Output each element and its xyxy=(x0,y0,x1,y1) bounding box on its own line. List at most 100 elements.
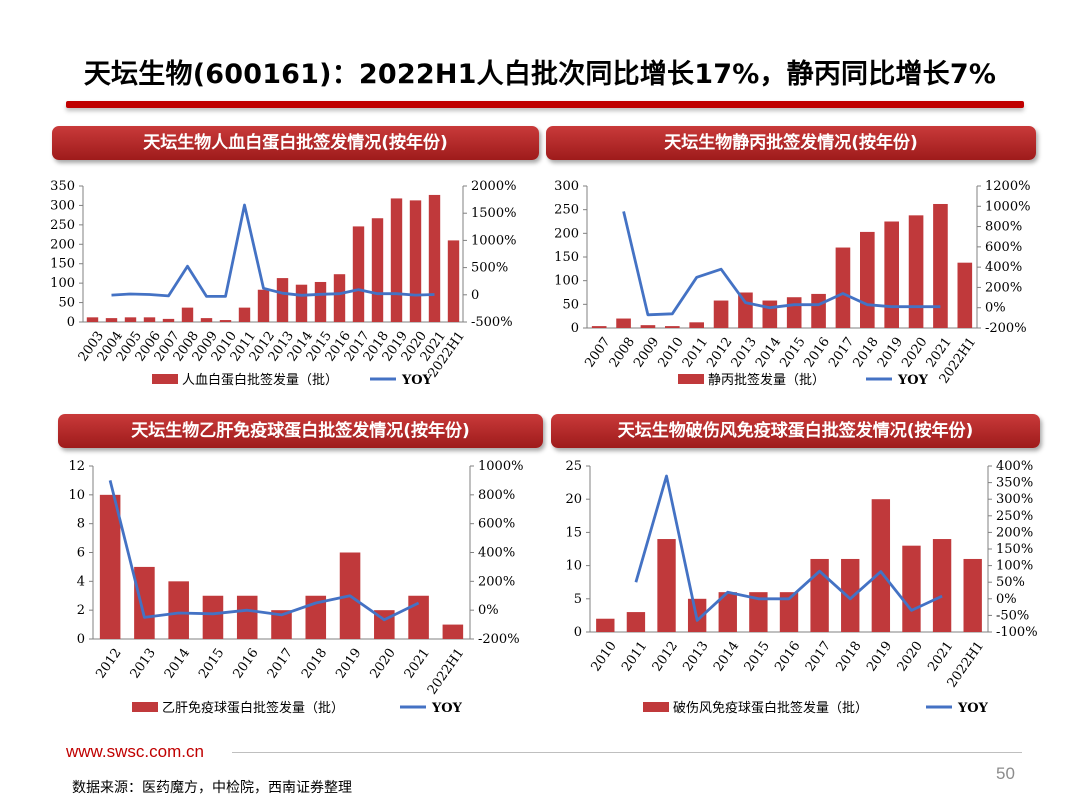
chart-4-category-label: 2018 xyxy=(833,639,864,675)
chart-1-right-tick-label: 1500% xyxy=(471,206,516,221)
chart-3-left-tick-label: 6 xyxy=(77,546,85,561)
chart-4-right-tick-label: 150% xyxy=(996,542,1033,557)
chart-4-bar xyxy=(841,558,860,632)
chart-2-left-tick-label: 100 xyxy=(554,274,579,289)
chart-4-yoy-line xyxy=(634,474,943,622)
chart-2-right-tick-label: 800% xyxy=(985,220,1022,235)
chart-4-left-tick-label: 5 xyxy=(574,592,582,607)
chart-1-bar xyxy=(200,318,213,322)
chart-3-right-tick-label: 200% xyxy=(478,574,515,589)
chart-2-category-label: 2007 xyxy=(582,335,613,371)
chart-4-bar xyxy=(779,592,799,632)
chart-1-yoy-line xyxy=(111,203,435,298)
chart-3-category-label: 2015 xyxy=(196,646,227,682)
chart-3-bar xyxy=(202,595,224,639)
chart-2-category-label: 2018 xyxy=(851,335,882,371)
chart-1-bar xyxy=(352,226,365,322)
page-title: 天坛生物(600161)：2022H1人白批次同比增长17%，静丙同比增长7% xyxy=(83,59,997,90)
chart-3-bar xyxy=(134,566,155,639)
chart-4-left-tick-label: 0 xyxy=(574,625,582,640)
chart-1-bar xyxy=(390,198,403,322)
chart-1-bar xyxy=(276,278,289,322)
chart-3-legend-line-label: YOY xyxy=(431,701,463,716)
chart-2-bar xyxy=(738,292,753,328)
chart-3-category-label: 2021 xyxy=(402,646,433,682)
chart-2-category-label: 2020 xyxy=(899,335,930,371)
page-number: 50 xyxy=(996,764,1015,783)
chart-4-right-tick-label: -100% xyxy=(996,625,1038,640)
chart-1-bar xyxy=(219,320,232,322)
chart-3-left-tick-label: 8 xyxy=(77,517,85,532)
chart-4-bar xyxy=(657,539,676,632)
chart-4-bar xyxy=(749,592,768,632)
chart-2-bar xyxy=(811,293,826,328)
chart-3-right-tick-label: 400% xyxy=(478,546,515,561)
chart-4-legend-bar-swatch xyxy=(643,702,669,712)
chart-1-legend-bar-label: 人血白蛋白批签发量（批） xyxy=(182,372,338,388)
chart-3-legend-bar-swatch xyxy=(132,702,158,712)
chart-4-title-banner: 天坛生物破伤风免疫球蛋白批签发情况(按年份) xyxy=(551,414,1040,448)
chart-2-right-tick-label: -200% xyxy=(985,321,1027,336)
chart-2-left-tick-label: 250 xyxy=(554,203,579,218)
chart-4-right-tick-label: 250% xyxy=(996,509,1033,524)
chart-2-right-tick-label: 0% xyxy=(985,301,1006,316)
chart-3-left-tick-label: 12 xyxy=(68,459,85,474)
chart-2-right-tick-label: 1000% xyxy=(985,199,1030,214)
chart-3-yoy-line xyxy=(108,480,420,622)
chart-3-legend-bar-label: 乙肝免疫球蛋白批签发量（批） xyxy=(162,700,344,716)
chart-1-bar xyxy=(86,317,99,322)
chart-2-bar xyxy=(860,231,875,328)
chart-2-bar xyxy=(884,221,899,328)
chart-2-left-tick-label: 50 xyxy=(562,297,579,312)
chart-4-right-tick-label: -50% xyxy=(996,608,1029,623)
chart-1-title-banner: 天坛生物人血白蛋白批签发情况(按年份) xyxy=(52,126,539,160)
chart-3-right-tick-label: -200% xyxy=(478,632,520,647)
chart-3-left-tick-label: 0 xyxy=(77,632,85,647)
chart-4-right-tick-label: 300% xyxy=(996,492,1033,507)
chart-4-legend-line-label: YOY xyxy=(957,701,989,716)
chart-2-category-label: 2009 xyxy=(631,335,662,371)
chart-1-bar xyxy=(333,274,346,322)
chart-3-right-tick-label: 1000% xyxy=(478,459,523,474)
chart-2-bar xyxy=(689,322,704,328)
chart-1-left-tick-label: 100 xyxy=(50,276,75,291)
chart-2-bar xyxy=(665,326,680,328)
chart-2-bar xyxy=(786,297,802,328)
chart-4-category-label: 2017 xyxy=(803,639,834,675)
chart-3-bar xyxy=(271,610,292,639)
chart-1-bar xyxy=(257,289,270,322)
chart-1-left-tick-label: 200 xyxy=(50,237,75,252)
chart-3-category-label: 2013 xyxy=(128,646,159,682)
chart-2-left-tick-label: 0 xyxy=(571,321,579,336)
chart-3-bar xyxy=(236,595,258,639)
chart-1-bar xyxy=(447,240,460,322)
chart-3-left-tick-label: 10 xyxy=(68,488,85,503)
chart-3-bar xyxy=(168,581,189,639)
chart-1-left-tick-label: 250 xyxy=(50,218,75,233)
chart-3-category-label: 2020 xyxy=(368,646,399,682)
footer-url[interactable]: www.swsc.com.cn xyxy=(66,742,204,761)
chart-1-right-tick-label: 2000% xyxy=(471,179,516,194)
chart-1-right-tick-label: -500% xyxy=(471,315,513,330)
chart-3-category-label: 2012 xyxy=(93,646,124,682)
chart-2-category-label: 2015 xyxy=(777,335,808,371)
chart-1-bar xyxy=(181,307,194,322)
chart-4-right-tick-label: 200% xyxy=(996,525,1033,540)
chart-2-bar xyxy=(908,215,924,328)
chart-1-left-tick-label: 0 xyxy=(67,315,75,330)
chart-2-category-label: 2012 xyxy=(704,335,735,371)
chart-4-right-tick-label: 50% xyxy=(996,575,1025,590)
chart-2-category-label: 2010 xyxy=(656,335,687,371)
chart-1-bar xyxy=(105,318,118,322)
chart-1-bar xyxy=(295,284,308,322)
chart-3-right-tick-label: 800% xyxy=(478,488,515,503)
chart-1-bar xyxy=(124,317,137,322)
chart-4-bar xyxy=(932,539,952,632)
chart-2-bar xyxy=(835,247,851,328)
chart-2-left-tick-label: 150 xyxy=(554,250,579,265)
chart-4-left-tick-label: 15 xyxy=(565,525,582,540)
chart-4-right-tick-label: 100% xyxy=(996,559,1033,574)
chart-1-bar xyxy=(371,218,384,322)
chart-3-title-banner: 天坛生物乙肝免疫球蛋白批签发情况(按年份) xyxy=(58,414,543,448)
